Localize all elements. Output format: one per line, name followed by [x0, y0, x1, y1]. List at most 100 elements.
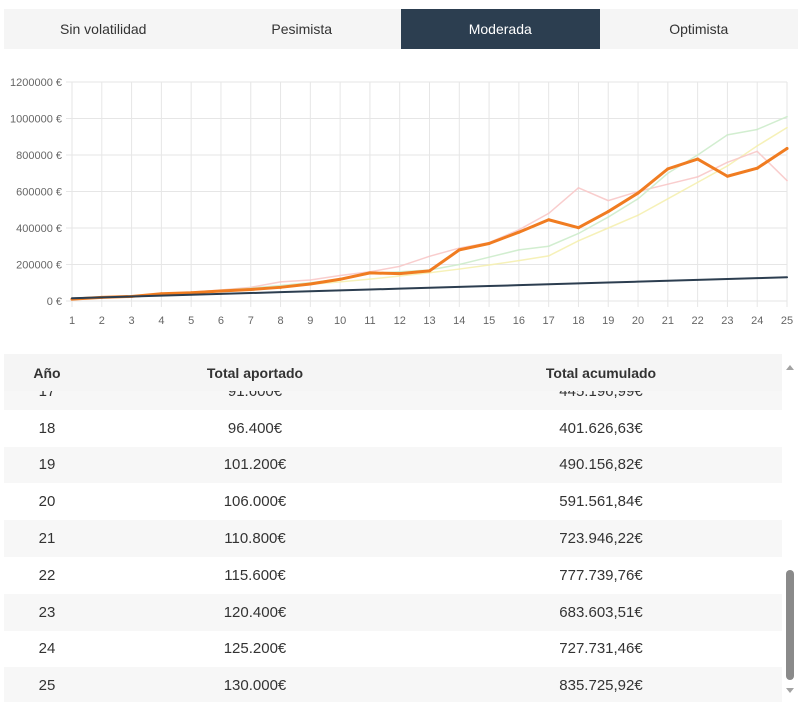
data-point-contributed — [130, 295, 133, 298]
tab-sin-volatilidad[interactable]: Sin volatilidad — [60, 21, 147, 37]
data-point-moderate — [666, 167, 670, 171]
year-cell: 24 — [38, 640, 56, 658]
data-point-moderate — [159, 292, 163, 296]
accumulated-cell: 777.739,76€ — [559, 566, 643, 584]
data-point-optimistic — [696, 154, 699, 156]
data-point-optimistic — [488, 256, 490, 259]
year-cell: 21 — [38, 530, 56, 548]
data-point-optimistic — [637, 198, 639, 200]
data-point-moderate — [755, 166, 759, 170]
table-row: 24 125.200€ 727.731,46€ — [4, 631, 782, 668]
data-point-pessimistic — [726, 161, 729, 164]
data-point-pessimistic — [756, 150, 759, 153]
y-tick-label: 600000 € — [16, 187, 62, 199]
x-tick-label: 21 — [662, 315, 674, 327]
data-point-contributed — [726, 278, 729, 280]
x-tick-label: 1 — [69, 315, 75, 327]
accumulated-cell: 401.626,63€ — [559, 419, 643, 437]
data-point-contributed — [488, 285, 490, 287]
table-row: 22 115.600€ 777.739,76€ — [4, 557, 782, 594]
data-point-no-volatility — [518, 259, 520, 262]
contributed-cell: 96.400€ — [227, 419, 283, 437]
year-cell: 20 — [38, 493, 56, 511]
accumulated-cell: 727.731,46€ — [559, 640, 643, 658]
data-point-pessimistic — [339, 274, 341, 277]
x-tick-label: 13 — [423, 315, 435, 327]
tab-optimista[interactable]: Optimista — [669, 21, 729, 37]
x-tick-label: 15 — [483, 315, 495, 327]
data-point-optimistic — [518, 249, 520, 251]
data-point-no-volatility — [607, 227, 610, 229]
scroll-up-arrow-icon[interactable] — [786, 365, 794, 370]
data-point-no-volatility — [398, 275, 401, 277]
x-tick-label: 3 — [129, 315, 135, 327]
data-point-contributed — [309, 290, 312, 293]
table-scrollbar[interactable] — [782, 354, 798, 702]
data-point-no-volatility — [369, 278, 371, 280]
data-point-contributed — [220, 293, 222, 295]
table-row: 23 120.400€ 683.603,51€ — [4, 593, 782, 631]
data-point-no-volatility — [696, 181, 699, 184]
data-point-pessimistic — [607, 199, 610, 202]
x-tick-label: 11 — [364, 315, 375, 327]
tab-moderada[interactable]: Moderada — [401, 9, 600, 49]
year-cell: 25 — [38, 677, 56, 695]
data-point-optimistic — [458, 263, 461, 266]
x-tick-label: 7 — [248, 315, 254, 327]
accumulated-cell: 591.561,84€ — [559, 493, 643, 511]
header-year: Año — [33, 364, 61, 381]
data-point-contributed — [637, 280, 639, 283]
data-point-optimistic — [547, 245, 550, 248]
header-contributed: Total aportado — [206, 364, 304, 381]
contributed-cell: 130.000€ — [223, 677, 287, 695]
data-point-optimistic — [667, 172, 669, 175]
contributed-cell: 106.000€ — [223, 493, 287, 511]
tab-pesimista[interactable]: Pesimista — [271, 21, 333, 37]
data-point-contributed — [696, 279, 699, 281]
data-point-pessimistic — [577, 187, 580, 189]
accumulated-cell: 835.725,92€ — [559, 677, 643, 695]
data-point-contributed — [786, 276, 788, 279]
scroll-down-arrow-icon[interactable] — [786, 688, 794, 693]
data-point-contributed — [607, 281, 610, 284]
table-body: 17 91.600€ 445.196,99€ 18 96.400€ 401.626,63€… — [4, 373, 782, 702]
contributed-cell: 110.800€ — [224, 530, 286, 548]
contributed-cell: 120.400€ — [223, 603, 287, 621]
x-tick-label: 5 — [188, 315, 194, 327]
x-tick-label: 14 — [453, 315, 465, 327]
data-point-moderate — [517, 230, 521, 234]
data-point-pessimistic — [309, 279, 312, 281]
data-point-contributed — [71, 297, 73, 300]
data-point-contributed — [428, 286, 431, 289]
data-point-optimistic — [786, 115, 788, 118]
table-row: 18 96.400€ 401.626,63€ — [4, 410, 782, 447]
data-point-moderate — [428, 269, 431, 273]
data-point-contributed — [398, 287, 401, 290]
x-tick-label: 10 — [334, 315, 346, 327]
data-point-pessimistic — [279, 281, 282, 283]
table-row: 19 101.200€ 490.156,82€ — [4, 446, 782, 484]
data-point-no-volatility — [339, 281, 341, 283]
data-point-moderate — [606, 210, 610, 214]
data-point-moderate — [279, 285, 283, 289]
data-point-pessimistic — [398, 265, 401, 268]
data-point-contributed — [547, 283, 550, 286]
data-point-contributed — [339, 289, 341, 292]
data-point-moderate — [219, 289, 223, 293]
data-point-moderate — [189, 291, 193, 295]
data-point-optimistic — [756, 128, 759, 131]
table-header: Año Total aportado Total acumulado — [4, 354, 782, 391]
x-tick-label: 2 — [99, 315, 105, 327]
data-point-optimistic — [726, 134, 729, 136]
data-point-moderate — [785, 146, 789, 150]
scrollbar-thumb[interactable] — [786, 570, 794, 680]
data-point-contributed — [100, 296, 103, 299]
contributed-cell: 115.600€ — [224, 566, 286, 584]
data-point-no-volatility — [726, 165, 729, 167]
x-tick-label: 4 — [158, 315, 164, 327]
x-tick-label: 22 — [692, 315, 704, 327]
x-tick-label: 12 — [394, 315, 406, 327]
accumulated-cell: 683.603,51€ — [559, 603, 643, 621]
scenario-tabs: Sin volatilidad Pesimista Moderada Optim… — [4, 9, 798, 49]
y-tick-label: 800000 € — [16, 150, 62, 162]
